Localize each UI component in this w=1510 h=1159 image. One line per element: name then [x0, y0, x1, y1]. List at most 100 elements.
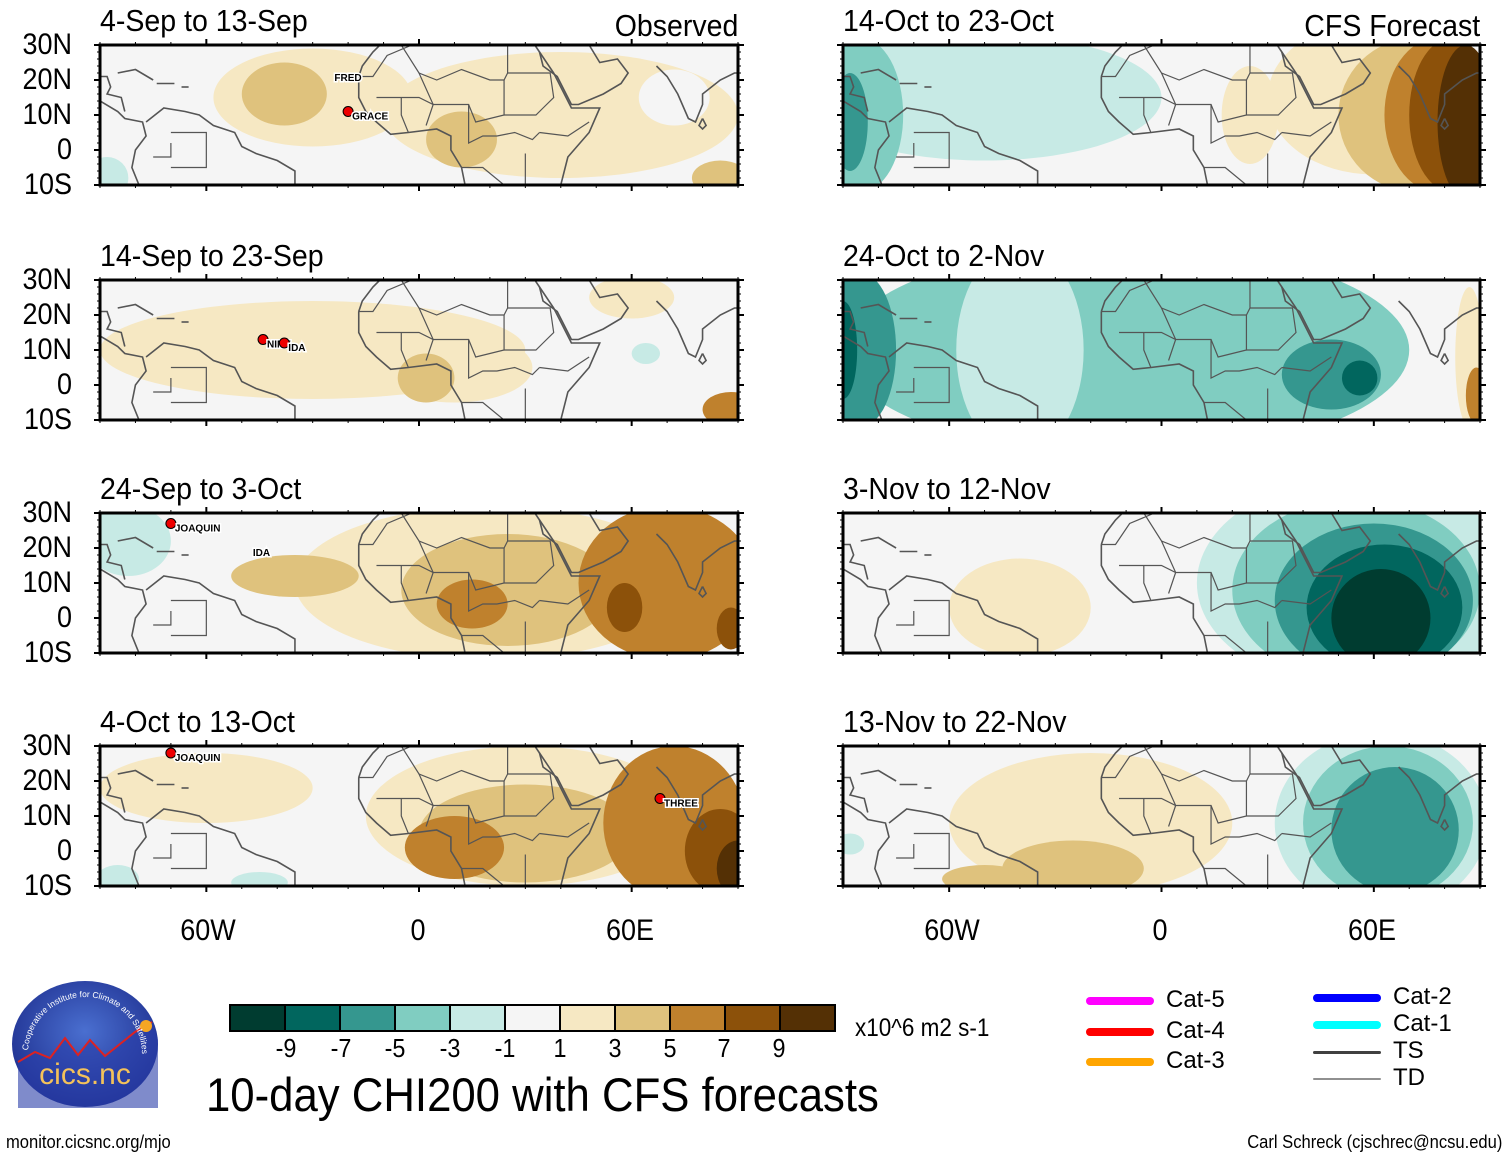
country-border	[170, 131, 207, 169]
lon-label-60e-left: 60E	[605, 914, 655, 947]
lat-label: 0	[56, 368, 72, 401]
storm-label: JOAQUIN	[175, 753, 221, 764]
map-panel-fc3	[837, 507, 1486, 659]
colorbar-swatch	[614, 1006, 669, 1030]
colorbar-tick-label: 9	[772, 1033, 786, 1063]
country-border	[913, 599, 950, 637]
country-border	[1281, 356, 1332, 372]
coastline	[1100, 45, 1344, 185]
footer-url[interactable]: monitor.cicsnc.org/mjo	[6, 1132, 171, 1152]
legend-swatch-cat-3	[1086, 1058, 1154, 1066]
lon-label-60e-right: 60E	[1347, 914, 1397, 947]
country-border	[504, 773, 555, 817]
anomaly-contour	[638, 69, 710, 126]
country-border	[170, 366, 207, 404]
coastline	[655, 766, 738, 825]
country-border	[1101, 45, 1156, 78]
anomaly-contour	[631, 343, 661, 364]
country-border	[1143, 280, 1251, 316]
country-border	[400, 97, 409, 133]
country-border	[896, 378, 915, 393]
colorbar-tick-label: -5	[385, 1033, 406, 1063]
lon-label-0-right: 0	[1152, 914, 1168, 947]
country-border	[358, 45, 413, 78]
legend-swatch-cat-2	[1313, 994, 1381, 1002]
coastline	[655, 65, 738, 124]
country-border	[1246, 773, 1297, 817]
anomaly-contour	[1465, 367, 1480, 420]
country-border	[1119, 80, 1248, 123]
country-border	[1210, 104, 1283, 144]
lat-label: 10N	[22, 799, 72, 832]
colorbar-tick-label: -1	[494, 1033, 516, 1063]
colorbar-tick-label: 7	[717, 1033, 731, 1063]
colorbar-swatch	[669, 1006, 724, 1030]
anomaly-contour	[1331, 767, 1459, 886]
coastline	[100, 100, 147, 185]
coastline	[1398, 533, 1480, 592]
country-border	[1101, 513, 1156, 546]
anomaly-contour	[716, 607, 738, 650]
map-panel-obs3: JOAQUIN IDA	[94, 507, 744, 659]
country-border	[1281, 822, 1332, 838]
country-border	[896, 844, 915, 859]
legend-label-cat-2: Cat-2	[1393, 983, 1452, 1010]
anomaly-contour	[956, 280, 1084, 420]
cics-logo-graphic: Cooperative Institute for Climate and Sa…	[12, 981, 158, 1108]
country-border	[1143, 565, 1152, 601]
anomaly-contour	[691, 160, 738, 185]
country-border	[1101, 280, 1156, 313]
lat-label: 10N	[22, 566, 72, 599]
colorbar-swatch	[724, 1006, 779, 1030]
cics-logo: Cooperative Institute for Climate and Sa…	[10, 980, 160, 1108]
legend-swatch-ts	[1313, 1051, 1381, 1054]
anomaly-contour	[606, 583, 643, 632]
colorbar-swatch	[284, 1006, 339, 1030]
storm-label: IDA	[253, 548, 270, 559]
lat-label: 10S	[23, 403, 73, 436]
country-border	[913, 366, 950, 404]
country-border	[418, 72, 434, 126]
lon-label-60w-right: 60W	[924, 914, 980, 947]
coastline	[655, 533, 738, 592]
country-border	[1210, 805, 1283, 845]
anomaly-contour	[843, 833, 865, 855]
country-border	[376, 80, 505, 123]
coastline	[888, 575, 1039, 653]
country-border	[170, 832, 207, 870]
hurricane-icon	[342, 106, 354, 117]
legend-label-ts: TS	[1393, 1037, 1424, 1064]
country-border	[913, 832, 950, 870]
coastline	[843, 100, 890, 185]
anomaly-contour	[942, 865, 1028, 886]
country-border	[539, 356, 590, 372]
country-border	[1281, 121, 1332, 137]
lat-label: 10S	[23, 869, 73, 902]
forecast-tag: CFS Forecast	[1304, 8, 1480, 43]
coastline	[843, 335, 890, 420]
country-border	[400, 45, 509, 81]
panel-title: 13-Nov to 22-Nov	[843, 704, 1067, 739]
country-border	[1160, 307, 1177, 361]
coastline	[1398, 65, 1480, 124]
panel-title: 24-Oct to 2-Nov	[843, 238, 1045, 273]
coastline	[1440, 118, 1450, 131]
hurricane-icon	[165, 747, 177, 759]
legend-swatch-cat-4	[1086, 1028, 1154, 1036]
colorbar-tick-label: 3	[608, 1033, 622, 1063]
country-border	[1203, 401, 1247, 420]
anomaly-contour	[1437, 45, 1480, 185]
country-border	[376, 548, 505, 591]
coastline	[698, 353, 708, 366]
coastline	[100, 75, 126, 112]
anomaly-contour	[843, 45, 1162, 161]
country-border	[1160, 540, 1177, 594]
country-border	[358, 280, 413, 313]
coastline	[100, 310, 126, 347]
country-border	[1210, 572, 1283, 612]
country-border	[376, 315, 505, 358]
coastline	[843, 568, 890, 653]
coastline	[888, 107, 1039, 185]
coastline	[100, 801, 147, 886]
country-border	[461, 867, 505, 886]
